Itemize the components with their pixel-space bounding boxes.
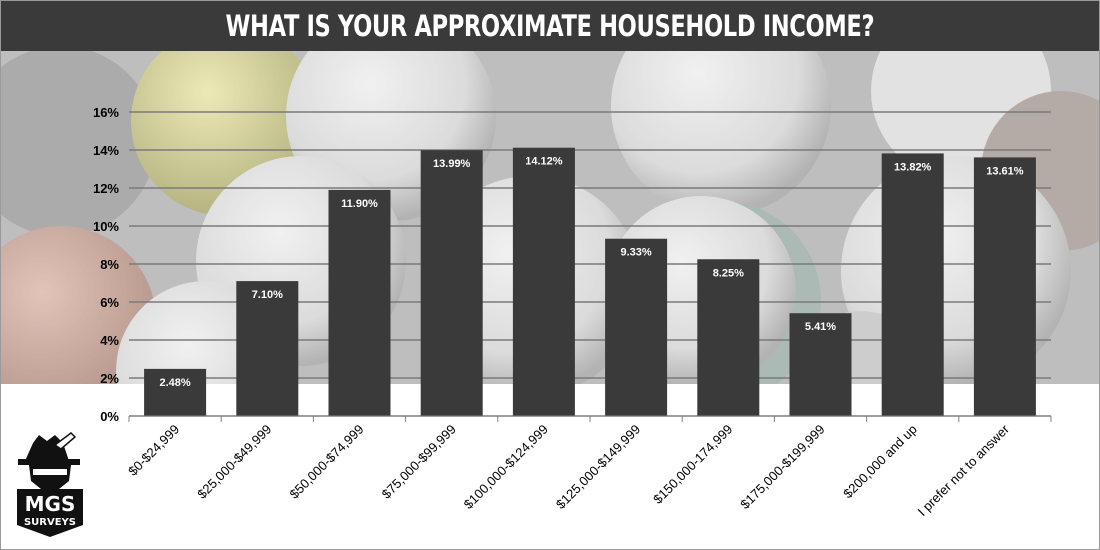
chart-title: WHAT IS YOUR APPROXIMATE HOUSEHOLD INCOM… [225,9,875,43]
logo-badge-shape [17,489,83,537]
y-tick-label: 6% [100,295,119,310]
logo-face-shape [29,465,71,489]
y-tick-label: 0% [100,409,119,424]
logo-hat-brim [18,459,80,465]
bar [420,150,483,416]
y-tick-label: 10% [93,219,119,234]
bar [236,281,299,416]
y-tick-label: 12% [93,181,119,196]
logo-mgs-text: MGS [25,492,76,516]
x-tick-label: $0-$24,999 [125,422,182,479]
bar [697,259,760,416]
bar [973,157,1036,416]
x-tick-label: $25,000-$49,999 [194,422,274,502]
bar-value-label: 9.33% [620,247,651,259]
title-bar: WHAT IS YOUR APPROXIMATE HOUSEHOLD INCOM… [1,1,1099,51]
bar-value-label: 14.12% [525,156,563,168]
bar-value-label: 8.25% [713,267,744,279]
x-tick-label: $125,000-$149,999 [553,422,643,512]
x-tick-label: $50,000-$74,999 [286,422,366,502]
y-tick-label: 8% [100,257,119,272]
x-tick-label: I prefer not to answer [915,421,1013,519]
bar [328,189,391,416]
logo-sunglasses [33,469,67,475]
bar [144,368,207,416]
bar [512,147,575,416]
x-tick-label: $100,000-$124,999 [461,422,551,512]
bar-value-label: 13.61% [986,165,1024,177]
x-tick-label: $175,000-$199,999 [737,422,827,512]
y-tick-label: 4% [100,333,119,348]
bar-value-label: 11.90% [341,198,378,210]
bar-value-label: 13.99% [433,158,471,170]
logo-hat-shape [25,435,69,461]
y-tick-label: 2% [100,371,119,386]
bar-value-label: 5.41% [805,321,836,333]
y-tick-label: 16% [93,105,119,120]
bar-value-label: 2.48% [159,377,190,389]
bar [605,238,668,416]
x-tick-label: $200,000 and up [840,422,920,502]
x-tick-label: $150,000-174,999 [650,422,735,507]
logo-golf-club-shape [53,432,77,450]
bar-value-label: 13.82% [894,161,932,173]
x-tick-label: $75,000-$99,999 [379,422,459,502]
mgs-surveys-logo: MGS SURVEYS [17,432,83,537]
bar [881,153,944,417]
y-tick-label: 14% [93,143,119,158]
logo-surveys-text: SURVEYS [24,517,76,528]
bar [789,313,852,416]
bar-value-label: 7.10% [252,289,283,301]
